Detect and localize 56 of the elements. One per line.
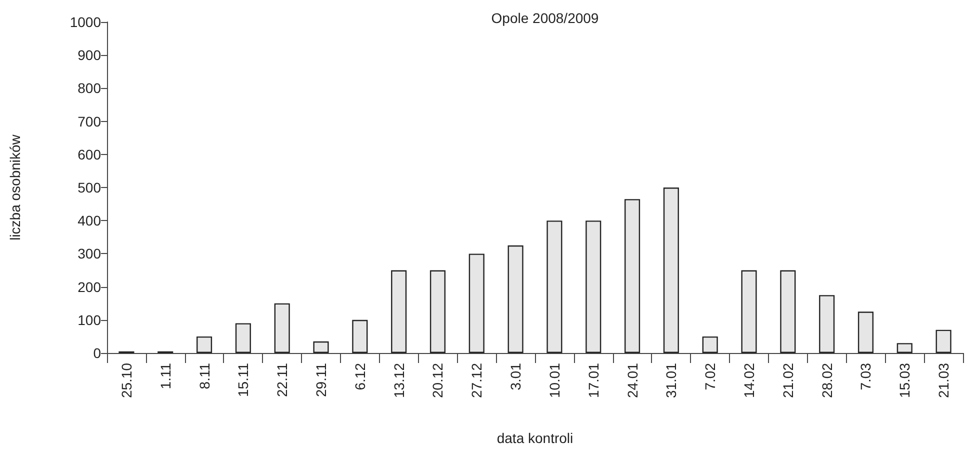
x-tick-label: 22.11 — [274, 362, 290, 397]
y-axis-title: liczba osobników — [7, 134, 23, 240]
x-tick-label: 31.01 — [663, 362, 680, 398]
bar — [819, 295, 835, 353]
x-tick-label: 20.12 — [430, 362, 446, 398]
x-tick-label: 1.11 — [157, 362, 174, 390]
x-tick-label: 14.02 — [741, 362, 757, 398]
x-tick-label: 6.12 — [352, 362, 368, 390]
y-tick-label: 300 — [78, 246, 102, 262]
x-tick-label: 21.02 — [780, 362, 796, 398]
bar — [702, 336, 718, 353]
x-tick-label: 15.11 — [235, 362, 252, 397]
bar — [546, 220, 562, 353]
y-tick-label: 0 — [93, 345, 102, 361]
bar — [858, 312, 874, 353]
x-tick-label: 8.11 — [196, 362, 212, 390]
x-tick-label: 29.11 — [313, 362, 329, 397]
x-tick-label: 24.01 — [624, 362, 640, 398]
y-tick-label: 500 — [78, 180, 102, 196]
x-tick-label: 15.03 — [896, 362, 913, 398]
x-tick-label: 25.10 — [118, 362, 134, 398]
x-tick-label: 3.01 — [508, 362, 524, 390]
bar — [508, 245, 524, 353]
x-tick-label: 7.02 — [702, 362, 718, 390]
y-tick-label: 1000 — [70, 14, 102, 30]
bar — [663, 188, 679, 353]
bar — [624, 199, 640, 353]
x-tick-label: 7.03 — [858, 362, 874, 390]
x-tick-label: 10.01 — [546, 362, 562, 398]
bar — [896, 343, 912, 353]
bar — [430, 270, 446, 353]
bar — [391, 270, 407, 353]
y-tick-label: 600 — [78, 146, 102, 162]
bar — [274, 303, 290, 353]
y-tick-label: 200 — [78, 278, 102, 295]
x-tick-label: 21.03 — [936, 362, 952, 398]
bar — [235, 323, 251, 353]
bar — [196, 336, 212, 353]
x-tick-label: 13.12 — [390, 362, 407, 398]
bar — [780, 270, 796, 353]
x-tick-label: 27.12 — [468, 362, 485, 398]
x-axis-title: data kontroli — [496, 430, 574, 446]
chart-title: Opole 2008/2009 — [491, 10, 599, 26]
bar — [741, 270, 757, 353]
x-tick-label: 17.01 — [585, 362, 602, 398]
bar — [586, 220, 602, 353]
bar — [313, 341, 329, 353]
y-tick-label: 900 — [78, 47, 102, 64]
y-tick-label: 400 — [78, 212, 102, 229]
bar — [468, 254, 484, 353]
y-tick-label: 700 — [78, 113, 102, 130]
y-tick-label: 800 — [78, 80, 102, 96]
x-tick-label: 28.02 — [818, 362, 835, 398]
bar — [352, 320, 368, 353]
y-tick-label: 100 — [78, 312, 102, 328]
bar — [936, 330, 952, 353]
